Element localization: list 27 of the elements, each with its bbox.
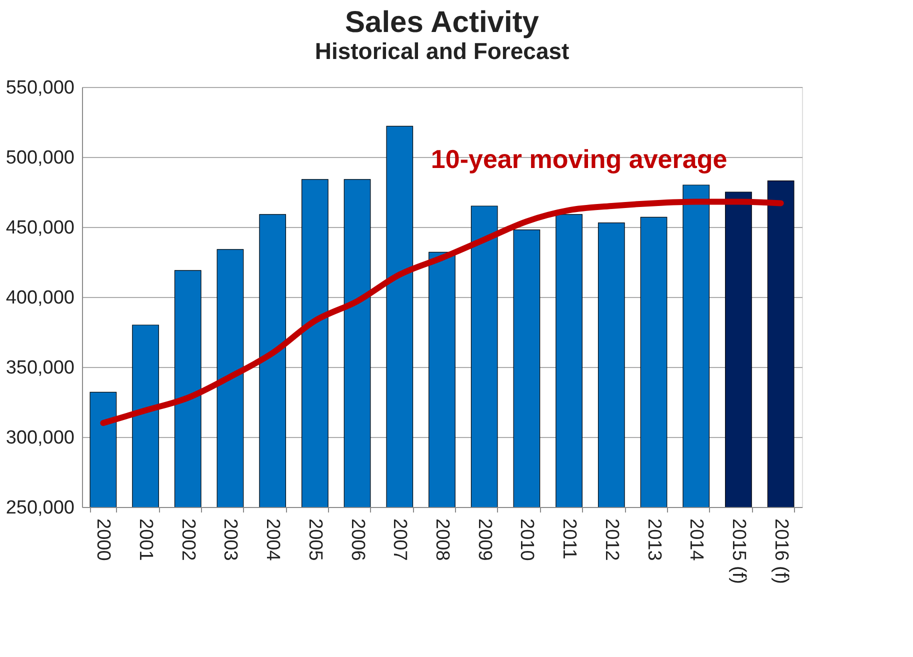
y-tick-label: 250,000 — [6, 498, 74, 518]
x-tick-label: 2012 — [600, 518, 622, 561]
y-tick-label: 300,000 — [6, 428, 74, 448]
x-tick-label: 2006 — [346, 518, 368, 561]
x-tick-label: 2014 — [686, 518, 707, 562]
y-tick-label: 450,000 — [6, 218, 74, 238]
x-tick-label: 2002 — [177, 518, 198, 561]
x-tick-label: 2009 — [474, 518, 495, 561]
x-tick-label: 2001 — [135, 518, 156, 561]
chart-title: Sales Activity — [345, 6, 540, 39]
x-tick-label: 2003 — [220, 518, 241, 561]
series-label: 10-year moving average — [430, 144, 728, 174]
x-tick-label: 2011 — [558, 518, 580, 560]
x-tick-label: 2010 — [516, 518, 538, 561]
x-tick-label: 2007 — [389, 518, 410, 561]
x-tick-label: 2004 — [262, 518, 284, 562]
x-tick-label: 2015 (f) — [728, 518, 749, 584]
x-tick-label: 2005 — [304, 518, 326, 561]
x-tick-label: 2008 — [432, 518, 452, 561]
x-tick-label: 2000 — [92, 518, 114, 561]
y-tick-label: 500,000 — [6, 148, 74, 168]
x-tick-label: 2013 — [643, 518, 664, 561]
y-tick-label: 550,000 — [6, 78, 74, 98]
y-tick-label: 400,000 — [6, 288, 74, 308]
chart-subtitle: Historical and Forecast — [314, 38, 570, 64]
x-tick-label: 2016 (f) — [770, 518, 792, 584]
y-tick-label: 350,000 — [6, 358, 74, 378]
